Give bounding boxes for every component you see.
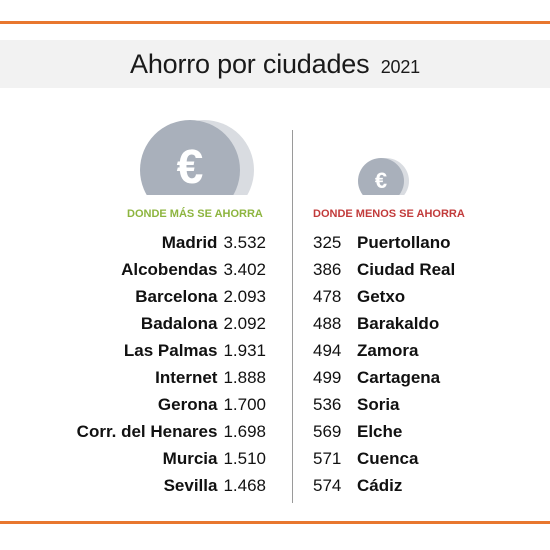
bottom-rule <box>0 521 550 524</box>
savings-value: 1.698 <box>223 422 266 441</box>
euro-symbol: € <box>176 141 204 194</box>
list-item: Gerona 1.700 <box>77 394 266 421</box>
list-item: 499 Cartagena <box>313 367 455 394</box>
savings-value: 571 <box>313 449 342 468</box>
header-most-savings: DONDE MÁS SE AHORRA <box>127 208 263 220</box>
list-item: Sevilla 1.468 <box>77 475 266 502</box>
savings-value: 3.402 <box>223 260 266 279</box>
city-name: Soria <box>357 395 400 414</box>
list-item: 571 Cuenca <box>313 448 455 475</box>
city-name: Cartagena <box>357 368 441 387</box>
savings-value: 2.093 <box>223 287 266 306</box>
savings-value: 494 <box>313 341 342 360</box>
list-item: 536 Soria <box>313 394 455 421</box>
city-name: Internet <box>155 368 218 387</box>
list-item: 325 Puertollano <box>313 232 455 259</box>
city-name: Barakaldo <box>357 314 440 333</box>
list-item: Internet 1.888 <box>77 367 266 394</box>
savings-value: 499 <box>313 368 342 387</box>
title-year: 2021 <box>380 57 420 77</box>
savings-value: 1.931 <box>223 341 266 360</box>
savings-value: 1.510 <box>223 449 266 468</box>
list-item: 488 Barakaldo <box>313 313 455 340</box>
top-rule <box>0 21 550 24</box>
city-name: Ciudad Real <box>357 260 456 279</box>
city-name: Las Palmas <box>123 341 218 360</box>
city-name: Cádiz <box>357 476 403 495</box>
savings-value: 1.700 <box>223 395 266 414</box>
title-text: Ahorro por ciudades <box>130 49 370 79</box>
least-savings-list: 325 Puertollano 386 Ciudad Real 478 Getxo 488 B… <box>313 232 455 502</box>
savings-value: 488 <box>313 314 342 333</box>
list-item: Badalona 2.092 <box>77 313 266 340</box>
list-item: 386 Ciudad Real <box>313 259 455 286</box>
city-name: Barcelona <box>135 287 218 306</box>
list-item: Madrid 3.532 <box>77 232 266 259</box>
city-name: Badalona <box>140 314 218 333</box>
list-item: Barcelona 2.093 <box>77 286 266 313</box>
city-name: Gerona <box>157 395 218 414</box>
savings-value: 386 <box>313 260 342 279</box>
list-item: Alcobendas 3.402 <box>77 259 266 286</box>
list-item: 574 Cádiz <box>313 475 455 502</box>
euro-symbol-small: € <box>374 168 388 193</box>
euro-coin-icon: € <box>140 120 255 195</box>
column-divider <box>292 130 293 503</box>
list-item: Corr. del Henares 1.698 <box>77 421 266 448</box>
savings-value: 1.468 <box>223 476 266 495</box>
city-name: Madrid <box>161 233 218 252</box>
list-item: Murcia 1.510 <box>77 448 266 475</box>
city-name: Elche <box>357 422 403 441</box>
savings-value: 3.532 <box>223 233 266 252</box>
list-item: Las Palmas 1.931 <box>77 340 266 367</box>
most-savings-list: Madrid 3.532 Alcobendas 3.402 Barcelona 2.093… <box>77 232 266 502</box>
list-item: 569 Elche <box>313 421 455 448</box>
list-item: 494 Zamora <box>313 340 455 367</box>
city-name: Cuenca <box>357 449 419 468</box>
savings-value: 478 <box>313 287 342 306</box>
savings-value: 536 <box>313 395 342 414</box>
city-name: Puertollano <box>357 233 451 252</box>
list-item: 478 Getxo <box>313 286 455 313</box>
savings-value: 569 <box>313 422 342 441</box>
savings-value: 2.092 <box>223 314 266 333</box>
savings-value: 1.888 <box>223 368 266 387</box>
city-name: Alcobendas <box>121 260 218 279</box>
city-name: Zamora <box>357 341 419 360</box>
header-least-savings: DONDE MENOS SE AHORRA <box>313 208 465 220</box>
city-name: Murcia <box>162 449 218 468</box>
city-name: Sevilla <box>163 476 218 495</box>
euro-coin-icon-small: € <box>358 158 410 195</box>
page-title: Ahorro por ciudades 2021 <box>0 40 550 88</box>
city-name: Getxo <box>357 287 406 306</box>
savings-value: 325 <box>313 233 342 252</box>
savings-value: 574 <box>313 476 342 495</box>
city-name: Corr. del Henares <box>76 422 218 441</box>
